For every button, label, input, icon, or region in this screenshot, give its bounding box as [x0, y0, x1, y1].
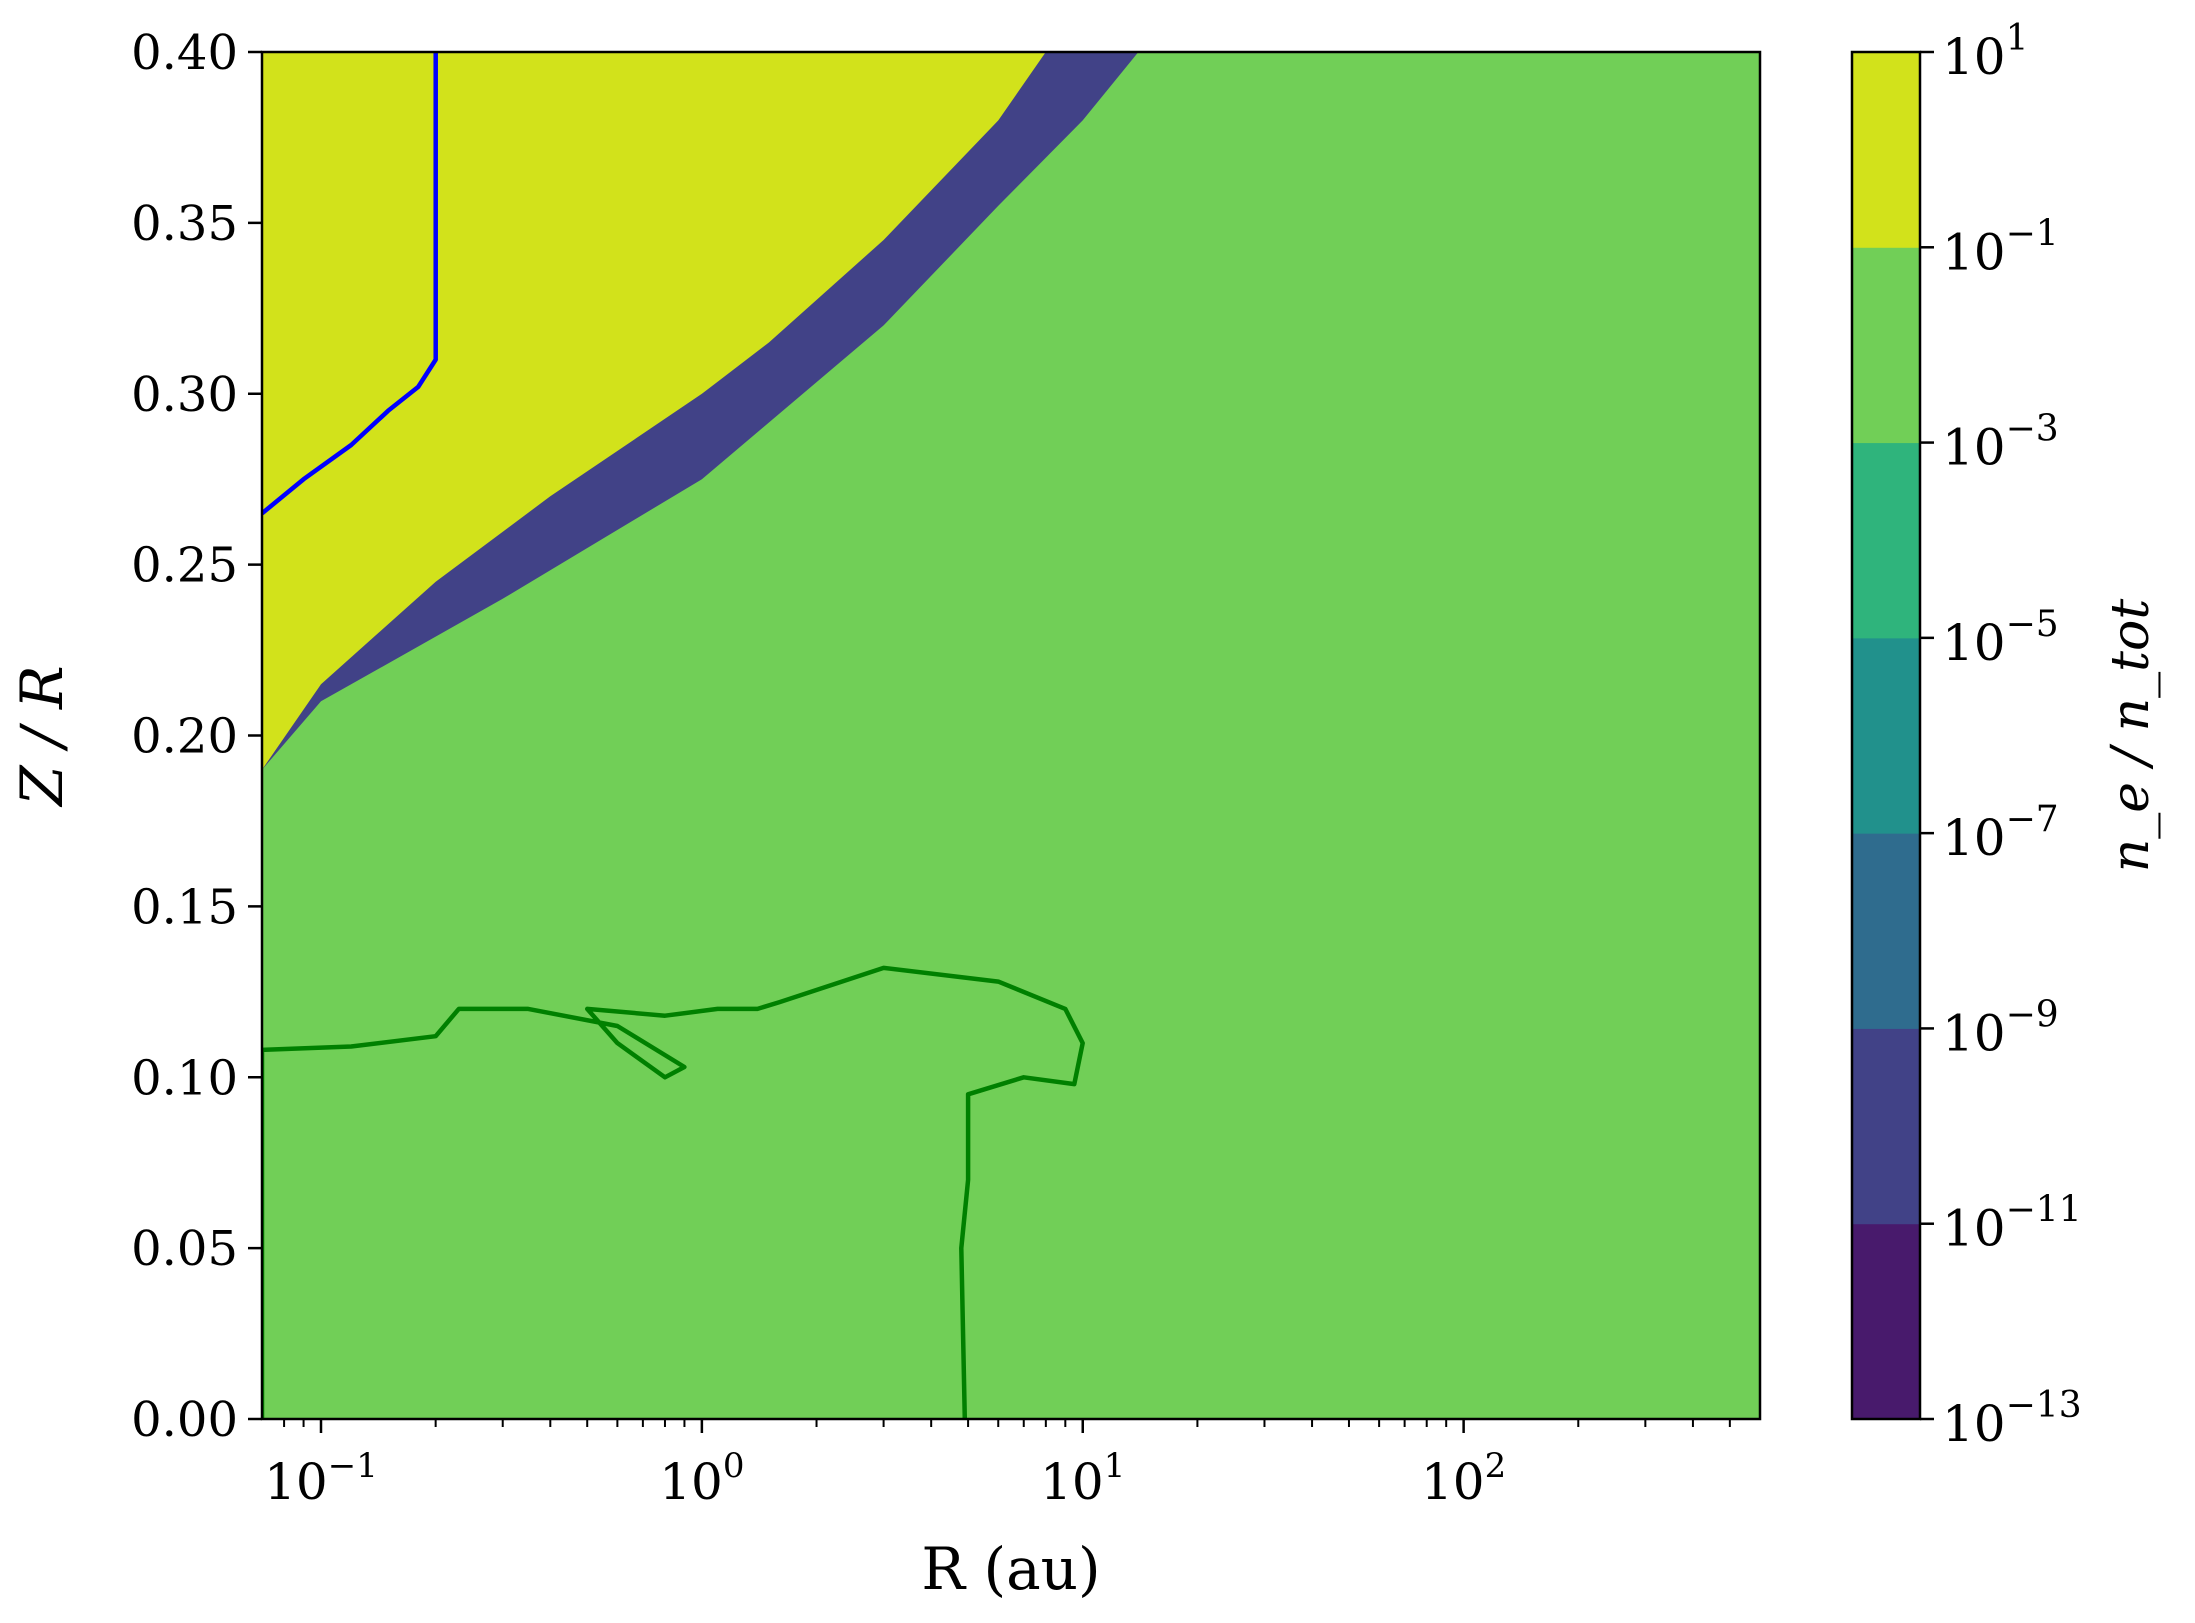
x-axis: 10−1 100 101 102: [264, 1419, 1731, 1511]
colorbar-segment-4: [1852, 442, 1920, 639]
x-tick-label: 102: [1421, 1446, 1506, 1511]
plot-area: [260, 50, 1762, 1421]
y-tick-label: 0.10: [131, 1050, 238, 1106]
y-axis-label: Z / R: [8, 665, 76, 807]
x-tick-label: 10−1: [264, 1446, 378, 1511]
y-tick-label: 0.05: [131, 1221, 238, 1277]
colorbar-tick-label: 101: [1942, 18, 2029, 86]
colorbar-segment-1: [1852, 1028, 1920, 1225]
colorbar-tick-label: 10−11: [1942, 1190, 2082, 1258]
x-tick-label: 101: [1040, 1446, 1125, 1511]
y-tick-label: 0.00: [131, 1392, 238, 1448]
colorbar-segment-6: [1852, 52, 1920, 248]
y-axis: 0.00 0.05 0.10 0.15 0.20 0.25 0.30 0.35 0.40: [131, 25, 262, 1448]
contour-lines: [262, 52, 1085, 1419]
contour-line-1: [262, 965, 1085, 1419]
y-tick-label: 0.15: [131, 879, 238, 935]
x-axis-label: R (au): [921, 1535, 1100, 1603]
colorbar-segment-3: [1852, 637, 1920, 834]
colorbar-tick-label: 10−7: [1942, 799, 2059, 867]
y-tick-label: 0.35: [131, 196, 238, 252]
colorbar-label: n_e / n_tot: [2101, 599, 2161, 873]
y-tick-label: 0.20: [131, 709, 238, 765]
contour-regions: [262, 52, 1760, 1419]
x-tick-label: 100: [659, 1446, 744, 1511]
contour-region-4: [262, 52, 1046, 1419]
colorbar-tick-label: 10−13: [1942, 1385, 2082, 1453]
colorbar-segment-5: [1852, 247, 1920, 444]
y-tick-label: 0.30: [131, 367, 238, 423]
contour-region-3: [262, 52, 1760, 1419]
y-tick-label: 0.40: [131, 25, 238, 81]
colorbar-tick-label: 10−1: [1942, 213, 2059, 281]
colorbar-frame: [1850, 50, 1922, 1421]
colorbar-segment-2: [1852, 833, 1920, 1029]
y-tick-label: 0.25: [131, 538, 238, 594]
contour-line-0: [262, 52, 438, 516]
colorbar-tick-label: 10−5: [1942, 604, 2059, 672]
colorbar-segment-0: [1852, 1223, 1920, 1420]
colorbar-tick-label: 10−9: [1942, 994, 2059, 1062]
colorbar: 10−13 10−11 10−9 10−7 10−5 10−3 10−1 101: [1850, 18, 2082, 1453]
colorbar-tick-label: 10−3: [1942, 409, 2059, 477]
